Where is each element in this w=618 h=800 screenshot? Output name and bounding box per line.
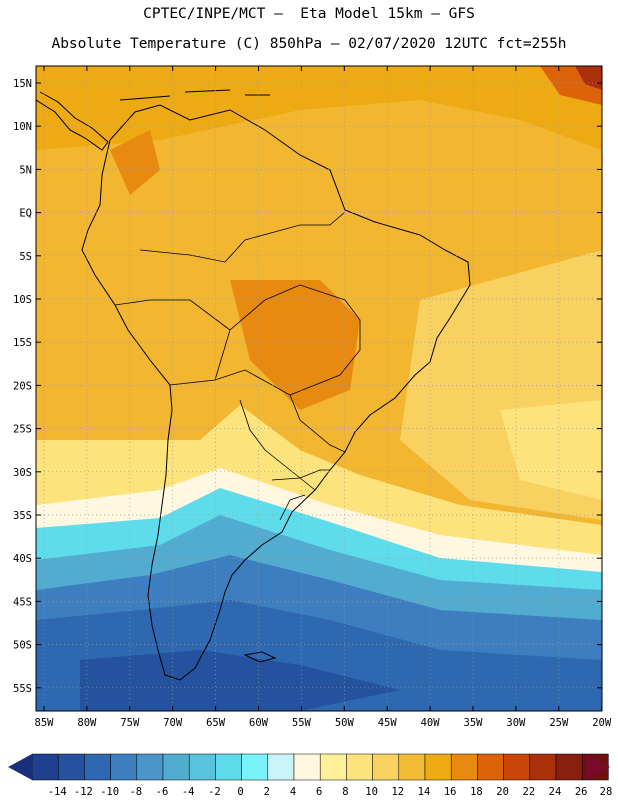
lat-label: 10S bbox=[13, 294, 32, 306]
central-america-coastline bbox=[36, 91, 109, 151]
lat-label: 15N bbox=[13, 78, 32, 90]
colorbar-swatch bbox=[57, 753, 85, 781]
lat-label: 35S bbox=[13, 510, 32, 522]
lon-label: 55W bbox=[292, 717, 312, 729]
colorbar-label: 26 bbox=[575, 786, 588, 798]
colorbar-label: 2 bbox=[264, 786, 270, 798]
colorbar-swatch bbox=[241, 753, 269, 781]
field-cold-deep bbox=[80, 650, 400, 711]
colorbar-swatch bbox=[293, 753, 321, 781]
colorbar-swatch bbox=[346, 753, 373, 781]
colorbar-label: -14 bbox=[48, 786, 67, 798]
lon-label: 85W bbox=[35, 717, 55, 729]
lat-label: EQ bbox=[19, 208, 32, 220]
colorbar-label: 20 bbox=[496, 786, 509, 798]
colorbar-label: 18 bbox=[470, 786, 483, 798]
colorbar-swatch bbox=[424, 753, 452, 781]
lat-label: 5S bbox=[19, 251, 32, 263]
colorbar-label: -8 bbox=[129, 786, 142, 798]
lat-label: 15S bbox=[13, 337, 32, 349]
colorbar-label: 8 bbox=[342, 786, 348, 798]
colorbar-label: 28 bbox=[600, 786, 613, 798]
colorbar-low-arrow bbox=[8, 754, 32, 780]
map-frame bbox=[35, 65, 603, 712]
colorbar-label: 0 bbox=[237, 786, 243, 798]
axis-ticks bbox=[36, 66, 603, 711]
colorbar-label: -10 bbox=[100, 786, 119, 798]
colorbar-label: 10 bbox=[365, 786, 378, 798]
field-inland-heat bbox=[230, 280, 360, 410]
colorbar-swatch bbox=[162, 753, 190, 781]
colorbar-label: 4 bbox=[290, 786, 296, 798]
lat-label: 10N bbox=[13, 121, 32, 133]
colorbar-swatch bbox=[84, 753, 111, 781]
lon-label: 60W bbox=[249, 717, 269, 729]
longitude-labels: 85W 80W 75W 70W 65W 60W 55W 50W 45W 40W 35W 30W 25W 2… bbox=[35, 717, 612, 729]
colorbar-swatch bbox=[529, 753, 557, 781]
field-ne-hotter bbox=[575, 66, 602, 90]
temperature-map: 15N 10N 5N EQ 5S 10S 15S 20S 25S 30S 35S 40S 45S 50S 5… bbox=[13, 65, 612, 729]
falkland-islands bbox=[243, 651, 277, 663]
colorbar-swatch bbox=[477, 753, 504, 781]
country-borders bbox=[114, 211, 361, 521]
colorbar-swatch bbox=[110, 753, 138, 781]
colorbar-swatch bbox=[503, 753, 531, 781]
lon-label: 45W bbox=[378, 717, 398, 729]
colorbar-swatch bbox=[188, 753, 216, 781]
lon-label: 25W bbox=[549, 717, 569, 729]
colorbar-swatch bbox=[215, 753, 242, 781]
colorbar-swatch bbox=[31, 753, 59, 781]
lon-label: 50W bbox=[335, 717, 355, 729]
colorbar-swatch bbox=[450, 753, 478, 781]
lat-label: 40S bbox=[13, 553, 32, 565]
field-andes-heat bbox=[110, 130, 160, 195]
lat-label: 55S bbox=[13, 683, 32, 695]
colorbar-swatch bbox=[319, 753, 347, 781]
colorbar-label: -6 bbox=[156, 786, 169, 798]
colorbar-label: -12 bbox=[74, 786, 93, 798]
temperature-field bbox=[36, 66, 602, 711]
caribbean-islands bbox=[119, 89, 270, 101]
colorbar-label: 14 bbox=[418, 786, 431, 798]
lat-label: 45S bbox=[13, 596, 32, 608]
lat-label: 5N bbox=[19, 164, 32, 176]
field-transition-yellow bbox=[36, 405, 602, 560]
colorbar-label: -4 bbox=[182, 786, 195, 798]
colorbar-swatch bbox=[555, 753, 583, 781]
field-north-orange bbox=[36, 66, 602, 150]
colorbar-high-arrow bbox=[586, 754, 610, 780]
lat-label: 25S bbox=[13, 424, 32, 436]
colorbar: -14 -12 -10 -8 -6 -4 -2 0 2 4 6 8 10 12 14 16 18 20 22 24 26… bbox=[8, 753, 613, 798]
colorbar-swatch bbox=[372, 753, 400, 781]
colorbar-label: 12 bbox=[391, 786, 404, 798]
colorbar-swatch bbox=[398, 753, 426, 781]
chart-title-line1: CPTEC/INPE/MCT – Eta Model 15km – GFS bbox=[143, 6, 475, 22]
lat-label: 20S bbox=[13, 380, 32, 392]
colorbar-label: 24 bbox=[549, 786, 562, 798]
colorbar-swatch bbox=[136, 753, 164, 781]
latitude-labels: 15N 10N 5N EQ 5S 10S 15S 20S 25S 30S 35S 40S 45S 50S 5… bbox=[13, 78, 32, 695]
colorbar-label: -2 bbox=[208, 786, 221, 798]
lon-label: 20W bbox=[592, 717, 612, 729]
colorbar-label: 22 bbox=[522, 786, 535, 798]
lon-label: 80W bbox=[77, 717, 97, 729]
south-america-coastline bbox=[81, 104, 471, 681]
lon-label: 35W bbox=[464, 717, 484, 729]
colorbar-swatch bbox=[267, 753, 295, 781]
field-atlantic-lightyellow bbox=[500, 400, 602, 500]
colorbar-label: 16 bbox=[444, 786, 457, 798]
lon-label: 40W bbox=[421, 717, 441, 729]
lon-label: 65W bbox=[206, 717, 226, 729]
lon-label: 70W bbox=[163, 717, 183, 729]
lon-label: 30W bbox=[506, 717, 526, 729]
lat-label: 50S bbox=[13, 640, 32, 652]
lon-label: 75W bbox=[120, 717, 140, 729]
colorbar-label: 6 bbox=[316, 786, 322, 798]
lat-label: 30S bbox=[13, 467, 32, 479]
chart-title-line2: Absolute Temperature (C) 850hPa – 02/07/… bbox=[51, 36, 567, 52]
